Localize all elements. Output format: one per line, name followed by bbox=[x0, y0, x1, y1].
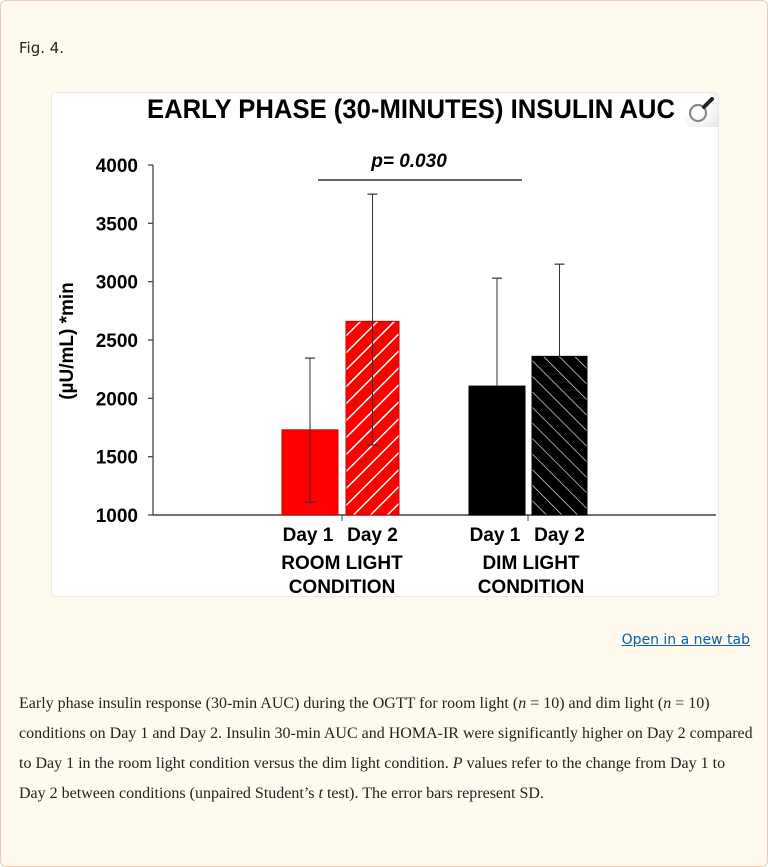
caption-text: = 10) and dim light ( bbox=[526, 695, 664, 712]
y-axis-label: (µU/mL) *min bbox=[57, 282, 78, 400]
y-tick-label: 2500 bbox=[96, 331, 138, 352]
caption-text: test). The error bars represent SD. bbox=[322, 785, 544, 802]
caption-italic: P bbox=[452, 755, 463, 772]
y-tick-label: 1500 bbox=[96, 448, 138, 469]
y-tick-label: 1000 bbox=[96, 506, 138, 527]
y-tick-label: 3500 bbox=[96, 214, 138, 235]
caption-italic: t bbox=[318, 785, 323, 802]
y-tick-label: 3000 bbox=[96, 273, 138, 294]
x-category-label: Day 2 bbox=[347, 525, 398, 546]
significance-annotation: p= 0.030 bbox=[318, 151, 522, 181]
open-in-new-tab-link[interactable]: Open in a new tab bbox=[621, 632, 750, 648]
caption-italic: n bbox=[518, 695, 527, 712]
bars bbox=[281, 193, 588, 521]
caption-italic: n bbox=[663, 695, 672, 712]
x-category-label: Day 1 bbox=[470, 525, 521, 546]
figure-label: Fig. 4. bbox=[19, 39, 65, 57]
x-category-label: Day 2 bbox=[534, 525, 585, 546]
bar-chart: EARLY PHASE (30-MINUTES) INSULIN AUC (µU… bbox=[57, 94, 716, 598]
y-axis: 1000 1500 2000 2500 3000 3500 4000 bbox=[96, 156, 716, 527]
group-label: CONDITION bbox=[478, 577, 585, 598]
group-label: ROOM LIGHT bbox=[281, 553, 403, 574]
caption-text: Early phase insulin response (30-min AUC… bbox=[19, 695, 519, 712]
group-label: CONDITION bbox=[289, 577, 396, 598]
caption-text: = 10) conditions on Day 1 and Day 2. Ins… bbox=[19, 695, 753, 772]
y-tick-label: 2000 bbox=[96, 389, 138, 410]
caption-text: values refer to the change from Day 1 to… bbox=[19, 755, 726, 802]
group-label: DIM LIGHT bbox=[482, 553, 579, 574]
y-tick-label: 4000 bbox=[96, 156, 138, 177]
p-value-label: p= 0.030 bbox=[370, 151, 447, 172]
bar bbox=[531, 355, 588, 516]
enlarge-button[interactable] bbox=[684, 93, 718, 127]
bar bbox=[468, 385, 526, 516]
chart-title: EARLY PHASE (30-MINUTES) INSULIN AUC bbox=[147, 94, 675, 124]
magnifier-icon bbox=[688, 97, 714, 123]
x-axis-labels: Day 1 Day 2 Day 1 Day 2 ROOM LIGHT CONDITION D… bbox=[281, 525, 585, 598]
x-category-label: Day 1 bbox=[283, 525, 334, 546]
figure-caption: Early phase insulin response (30-min AUC… bbox=[19, 689, 754, 809]
